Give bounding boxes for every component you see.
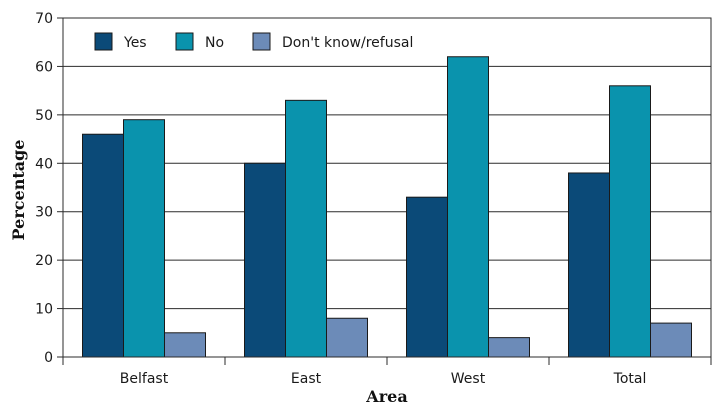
bar-east-2 (285, 99, 327, 358)
y-tick-label: 20 (35, 253, 53, 269)
y-tick-label: 50 (35, 108, 53, 124)
y-axis-title: Percentage (9, 140, 28, 241)
legend-label: No (205, 35, 224, 51)
bar-total-1 (568, 172, 610, 358)
legend-swatch (175, 32, 194, 51)
y-tick-label: 10 (35, 302, 53, 318)
y-tick-label: 30 (35, 205, 53, 221)
bar-west-3 (488, 337, 530, 358)
x-tick-label: Total (613, 371, 647, 387)
y-tick-label: 0 (44, 350, 53, 366)
y-tick-label: 70 (35, 11, 53, 27)
legend: Yes No Don't know/refusal (94, 32, 413, 51)
y-tick-label: 40 (35, 156, 53, 172)
legend-label: Yes (123, 35, 147, 51)
bar-belfast-2 (123, 119, 165, 358)
bar-west-1 (406, 196, 448, 358)
bars (82, 56, 692, 358)
tick-labels: 0 10 20 30 40 50 60 70 Belfast East West Total (35, 11, 646, 387)
bar-east-3 (326, 317, 368, 358)
legend-swatch (94, 32, 113, 51)
bar-total-2 (609, 85, 651, 358)
legend-swatch (252, 32, 271, 51)
bar-east-1 (244, 162, 286, 358)
x-tick-label: Belfast (120, 371, 169, 387)
x-axis-title: Area (365, 387, 407, 406)
bar-total-3 (650, 322, 692, 358)
bar-west-2 (447, 56, 489, 358)
bar-belfast-3 (164, 332, 206, 358)
x-tick-label: West (451, 371, 486, 387)
x-tick-label: East (291, 371, 322, 387)
bar-belfast-1 (82, 133, 124, 358)
axes (57, 17, 712, 365)
y-tick-label: 60 (35, 59, 53, 75)
legend-label: Don't know/refusal (282, 35, 413, 51)
